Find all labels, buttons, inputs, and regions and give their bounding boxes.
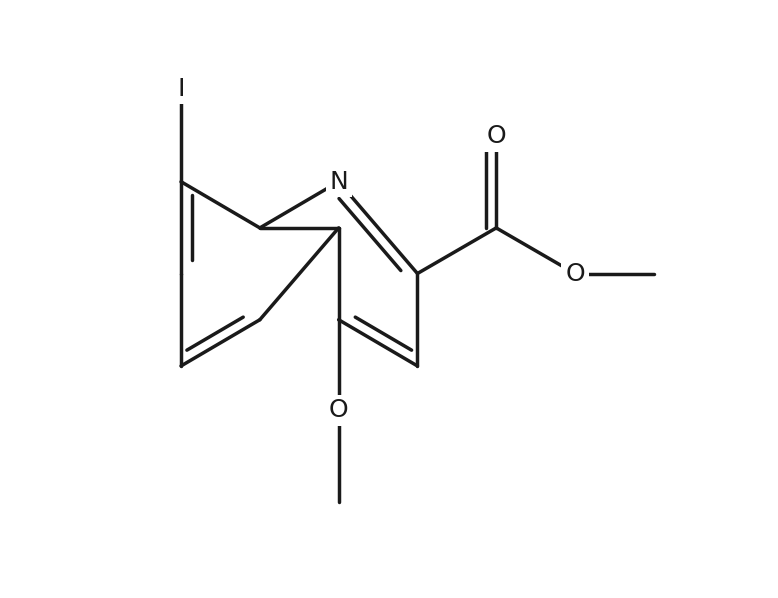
Text: I: I	[177, 77, 185, 100]
Text: O: O	[486, 124, 506, 148]
Text: N: N	[329, 170, 348, 194]
Text: O: O	[329, 398, 349, 422]
Text: O: O	[565, 261, 585, 285]
